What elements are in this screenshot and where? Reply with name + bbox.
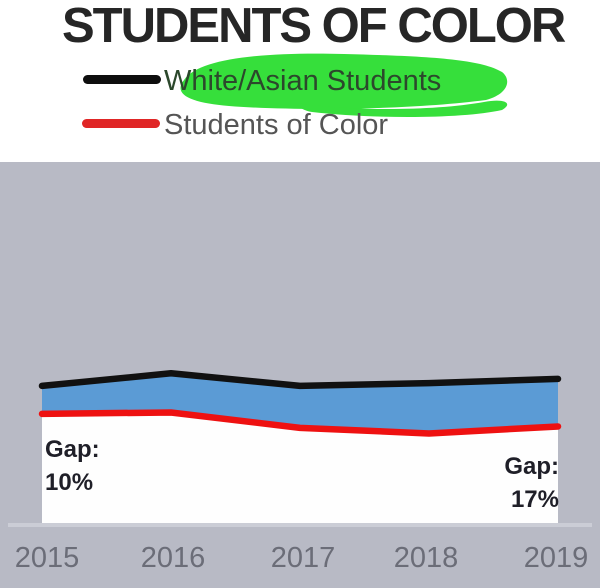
legend-swatch-white-asian-line <box>83 75 161 84</box>
annotation-line: Gap: <box>45 436 100 463</box>
students-of-color-line <box>38 409 562 437</box>
gap-annotation-2019: Gap: 17% <box>504 450 559 516</box>
white-asian-students-line <box>38 370 562 390</box>
chart-area: Gap: 10% Gap: 17% 2015 2016 2017 2018 20… <box>0 162 600 588</box>
x-axis-label-2019: 2019 <box>523 542 589 574</box>
legend-label-students-of-color: Students of Color <box>164 109 389 141</box>
legend-swatch-students-of-color-line <box>82 119 160 128</box>
green-highlighter-mark <box>180 53 508 118</box>
gap-annotation-2015: Gap: 10% <box>45 433 100 499</box>
x-axis-label-2016: 2016 <box>140 542 206 574</box>
x-axis-label-2015: 2015 <box>14 542 80 574</box>
annotation-line: 17% <box>510 486 559 513</box>
annotation-line: Gap: <box>504 453 559 480</box>
x-axis-label-2017: 2017 <box>270 542 336 574</box>
highlighter-main-stroke <box>180 53 508 109</box>
x-axis-label-2018: 2018 <box>393 542 459 574</box>
annotation-line: 10% <box>45 469 94 496</box>
area-below-students-of-color-line <box>42 412 558 523</box>
area-chart-canvas <box>8 370 592 527</box>
highlighter-tail-stroke <box>298 100 508 118</box>
area-between-lines <box>42 373 558 434</box>
chart-header: STUDENTS OF COLOR White/Asian Students S… <box>0 0 600 162</box>
chart-title: STUDENTS OF COLOR <box>62 0 566 53</box>
legend-label-white-asian-students: White/Asian Students <box>164 65 442 97</box>
